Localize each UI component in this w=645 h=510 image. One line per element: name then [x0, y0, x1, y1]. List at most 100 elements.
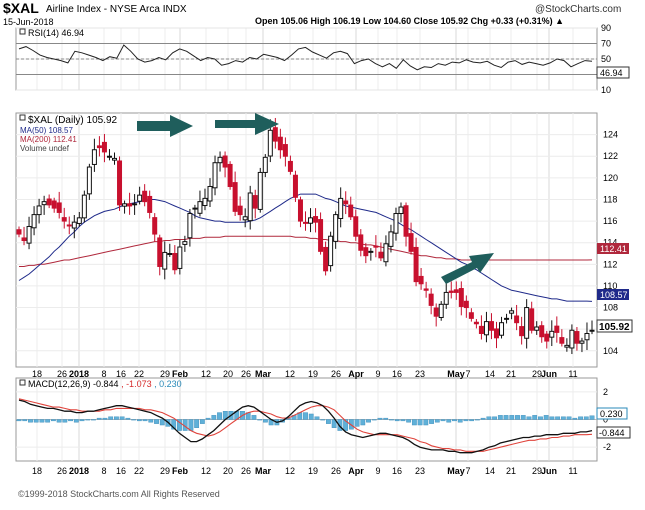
macd-histogram-bar	[96, 417, 102, 420]
candle	[539, 321, 545, 343]
candle	[197, 190, 203, 217]
x-tick-label: 16	[116, 369, 126, 379]
candle	[524, 299, 530, 349]
candle	[499, 316, 505, 339]
candle	[564, 338, 570, 352]
macd-histogram-bar	[68, 419, 73, 422]
x-tick-label: May	[447, 369, 465, 379]
candle	[46, 194, 52, 209]
candle	[127, 192, 133, 215]
candle	[96, 136, 102, 157]
arrow-3	[441, 253, 494, 284]
x-tick-label: 22	[134, 466, 144, 476]
candle	[323, 241, 329, 276]
macd-histogram-bar	[177, 419, 182, 431]
candle	[453, 281, 459, 300]
ma200-value-box: 112.41	[597, 243, 629, 254]
macd-histogram-bar	[348, 419, 354, 430]
candle	[157, 234, 163, 276]
candle	[544, 330, 550, 349]
macd-histogram-bar	[56, 419, 62, 423]
candle	[554, 316, 560, 343]
price-tick-label: 124	[603, 130, 618, 140]
macd-histogram-bar	[91, 419, 96, 421]
macd-histogram-bar	[406, 419, 412, 423]
macd-histogram-bar	[73, 419, 79, 423]
macd-histogram-bar	[423, 419, 429, 426]
macd-histogram-bar	[549, 416, 555, 420]
candle	[31, 206, 37, 236]
copyright: ©1999-2018 StockCharts.com All Rights Re…	[18, 489, 220, 499]
candle	[398, 202, 404, 223]
arrow-1	[137, 115, 193, 137]
x-tick-label: 20	[223, 466, 233, 476]
macd-histogram-bar	[343, 419, 349, 431]
candle	[297, 196, 303, 228]
arrow-2	[215, 113, 279, 135]
candle	[257, 167, 263, 213]
macd-label-signal: , -1.073	[121, 379, 152, 389]
x-tick-label: Feb	[172, 369, 189, 379]
macd-histogram-bar	[503, 415, 509, 420]
macd-histogram-bar	[131, 419, 136, 421]
x-tick-label: 8	[101, 466, 106, 476]
candle	[483, 311, 489, 343]
candle	[494, 321, 499, 349]
macd-histogram-bar	[560, 416, 566, 420]
macd-label: MACD(12,26,9) -0.844 , -1.073 , 0.230	[19, 379, 182, 389]
macd-histogram-bar	[159, 419, 165, 426]
candle	[167, 243, 173, 257]
macd-histogram-bar	[142, 419, 148, 422]
candle	[237, 196, 243, 221]
chart-date: 15-Jun-2018	[3, 17, 54, 27]
macd-histogram-bar	[50, 419, 56, 422]
rsi-tick-label: 70	[601, 39, 611, 49]
ma50-line	[18, 193, 593, 302]
candle	[463, 295, 469, 318]
x-tick-label: 21	[506, 369, 516, 379]
candle	[504, 313, 510, 324]
candle	[579, 337, 585, 353]
candle	[142, 184, 148, 207]
price-tick-label: 112	[603, 259, 617, 269]
candle	[358, 229, 364, 257]
candle	[403, 202, 409, 247]
candle	[212, 155, 218, 196]
macd-histogram-bar	[515, 415, 520, 420]
legend-volume: Volume undef	[20, 144, 70, 153]
macd-histogram-bar	[486, 416, 492, 420]
macd-histogram-bar	[79, 419, 85, 422]
candle	[574, 327, 580, 351]
macd-histogram-bar	[463, 419, 469, 422]
macd-histogram-bar	[411, 419, 417, 426]
candle	[438, 301, 444, 321]
macd-tick-label: 2	[603, 387, 608, 397]
candle	[408, 222, 414, 255]
candle	[112, 152, 117, 165]
macd-histogram-bar	[475, 419, 480, 421]
macd-histogram-bar	[16, 419, 22, 422]
x-tick-label: 29	[160, 466, 170, 476]
candle	[318, 212, 324, 255]
candle	[106, 149, 112, 161]
macd-histogram-bar	[394, 419, 400, 422]
macd-histogram-bar	[538, 416, 543, 420]
candle	[428, 288, 434, 315]
x-tick-label: Mar	[255, 466, 272, 476]
x-tick-label: 19	[308, 369, 318, 379]
candle	[51, 197, 57, 213]
close-value-box: 105.92	[596, 319, 633, 333]
x-tick-label: 7	[465, 466, 470, 476]
x-tick-label: 14	[485, 466, 495, 476]
macd-histogram-bar	[136, 419, 142, 422]
candle	[21, 226, 27, 246]
candle	[378, 242, 384, 262]
x-tick-label: 7	[465, 369, 470, 379]
candle	[383, 235, 389, 267]
candle	[227, 161, 233, 190]
macd-histogram-bar	[39, 419, 45, 423]
candle	[418, 267, 424, 290]
macd-histogram-bar	[262, 419, 268, 423]
macd-histogram-bar	[337, 419, 343, 431]
